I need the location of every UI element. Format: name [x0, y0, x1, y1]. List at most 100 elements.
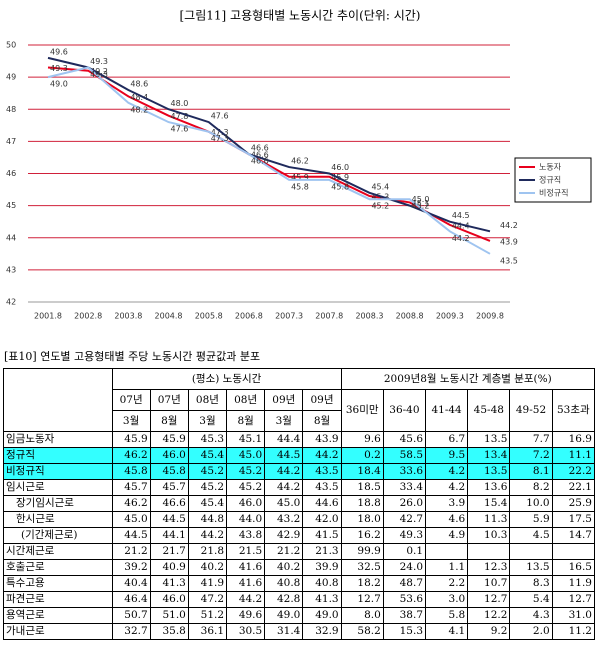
- number-cell: 6.7: [425, 431, 469, 448]
- number-cell: 21.7: [149, 543, 189, 560]
- number-cell: 21.5: [226, 543, 266, 560]
- row-label: 임금노동자: [3, 431, 113, 448]
- year-header: 09년: [302, 389, 342, 411]
- number-cell: 10.7: [467, 575, 511, 592]
- data-label: 45.0: [412, 195, 430, 204]
- dist-header: 45-48: [467, 389, 511, 432]
- data-label: 47.3: [211, 134, 229, 143]
- number-cell: 31.0: [551, 607, 596, 624]
- row-label: 비정규직: [3, 463, 113, 480]
- number-cell: 9.2: [467, 623, 511, 640]
- number-cell: 18.0: [340, 511, 384, 528]
- number-cell: 45.7: [111, 479, 151, 496]
- number-cell: 58.2: [340, 623, 384, 640]
- number-cell: 44.1: [149, 527, 189, 544]
- number-cell: [425, 543, 469, 560]
- y-tick-label: 49: [6, 73, 16, 82]
- dist-header: 36미만: [340, 389, 384, 432]
- number-cell: 45.4: [187, 447, 228, 464]
- number-cell: 40.4: [111, 575, 151, 592]
- table-row: 정규직 46.2 46.0 45.4 45.0 44.5 44.2 0.2 58.5 9.5 13.…: [3, 447, 596, 464]
- number-cell: 43.5: [302, 463, 342, 480]
- number-cell: 38.7: [382, 607, 427, 624]
- x-tick-label: 2009.3: [436, 312, 464, 321]
- row-label: 시간제근로: [3, 543, 113, 560]
- number-cell: 13.6: [467, 479, 511, 496]
- header-cell: [3, 368, 113, 432]
- data-label: 44.4: [452, 221, 470, 230]
- number-cell: 18.4: [340, 463, 384, 480]
- number-cell: 0.1: [382, 543, 427, 560]
- table-row: 용역근로 50.7 51.0 51.2 49.6 49.0 49.0 8.0 38.7 5.8 12…: [3, 607, 596, 624]
- table-row: (기간제근로) 44.5 44.1 44.2 43.8 42.9 41.5 16.2 49.3 4…: [3, 527, 596, 544]
- group-header: (평소) 노동시간: [111, 368, 342, 390]
- number-cell: 13.4: [467, 447, 511, 464]
- number-cell: 16.9: [551, 431, 596, 448]
- number-cell: 49.0: [302, 607, 342, 624]
- number-cell: 8.2: [509, 479, 553, 496]
- table-row: 한시근로 45.0 44.5 44.8 44.0 43.2 42.0 18.0 42.7 4.6 1…: [3, 511, 596, 528]
- number-cell: 31.4: [264, 623, 304, 640]
- row-label: 특수고용: [3, 575, 113, 592]
- number-cell: 21.8: [187, 543, 228, 560]
- data-label: 49.3: [50, 64, 68, 73]
- number-cell: 41.9: [187, 575, 228, 592]
- table-row: 호출근로 39.2 40.9 40.2 41.6 40.2 39.9 32.5 24.0 1.1 1…: [3, 559, 596, 576]
- data-label: 44.5: [452, 211, 470, 220]
- number-cell: 18.5: [340, 479, 384, 496]
- number-cell: 4.2: [425, 479, 469, 496]
- table-row: 장기임시근로 46.2 46.6 45.4 46.0 45.0 44.6 18.8 26.0 3.…: [3, 495, 596, 512]
- row-label: 정규직: [3, 447, 113, 464]
- year-header: 09년: [264, 389, 304, 411]
- number-cell: 11.9: [551, 575, 596, 592]
- number-cell: 45.2: [187, 463, 228, 480]
- data-label: 46.2: [291, 157, 309, 166]
- number-cell: 12.7: [551, 591, 596, 608]
- dist-header: 53초과: [551, 389, 596, 432]
- number-cell: 39.2: [111, 559, 151, 576]
- x-tick-label: 2003.8: [114, 312, 142, 321]
- number-cell: 42.0: [302, 511, 342, 528]
- number-cell: 12.7: [340, 591, 384, 608]
- row-label: 용역근로: [3, 607, 113, 624]
- number-cell: 43.9: [302, 431, 342, 448]
- number-cell: 7.2: [509, 447, 553, 464]
- legend-label: 정규직: [539, 175, 561, 185]
- data-label: 45.4: [371, 182, 389, 191]
- number-cell: 22.1: [551, 479, 596, 496]
- number-cell: 13.5: [467, 463, 511, 480]
- y-tick-label: 50: [6, 41, 16, 50]
- number-cell: 15.3: [382, 623, 427, 640]
- number-cell: 44.2: [226, 591, 266, 608]
- y-tick-label: 44: [6, 233, 16, 242]
- number-cell: 4.1: [425, 623, 469, 640]
- row-label: 임시근로: [3, 479, 113, 496]
- year-header: 07년: [149, 389, 189, 411]
- number-cell: 5.9: [509, 511, 553, 528]
- series-line: [47, 56, 491, 233]
- data-label: 45.9: [291, 173, 309, 182]
- number-cell: 11.1: [551, 447, 596, 464]
- number-cell: 40.8: [264, 575, 304, 592]
- number-cell: 11.2: [551, 623, 596, 640]
- number-cell: 12.3: [467, 559, 511, 576]
- number-cell: 3.0: [425, 591, 469, 608]
- data-label: 49.6: [50, 47, 68, 56]
- number-cell: 41.3: [302, 591, 342, 608]
- number-cell: 45.4: [187, 495, 228, 512]
- year-header: 07년: [111, 389, 151, 411]
- number-cell: 16.5: [551, 559, 596, 576]
- data-label: 43.9: [500, 237, 518, 246]
- number-cell: 44.8: [187, 511, 228, 528]
- number-cell: 46.0: [149, 447, 189, 464]
- number-cell: 0.2: [340, 447, 384, 464]
- x-tick-label: 2004.8: [155, 312, 183, 321]
- number-cell: 10.0: [509, 495, 553, 512]
- y-tick-label: 42: [6, 298, 16, 307]
- number-cell: 13.5: [509, 559, 553, 576]
- number-cell: 3.9: [425, 495, 469, 512]
- month-header: 8월: [302, 410, 342, 432]
- x-tick-label: 2008.8: [396, 312, 424, 321]
- table-row: 파견근로 46.4 46.0 47.2 44.2 42.8 41.3 12.7 53.6 3.0 1…: [3, 591, 596, 608]
